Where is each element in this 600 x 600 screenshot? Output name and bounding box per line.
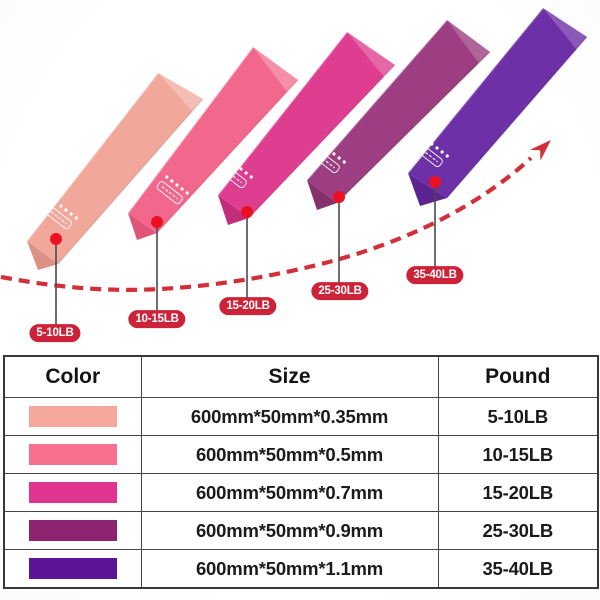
band-3 [217, 31, 396, 225]
band-2-edge-shadow [156, 79, 299, 234]
band-1 [26, 72, 204, 270]
pound-badge-1: 5-10LB [29, 324, 81, 342]
band-5-face [408, 8, 587, 198]
band-4-logo [313, 144, 346, 174]
color-swatch-4 [28, 520, 117, 541]
band-1-face [27, 73, 203, 264]
band-3-bottom-fold [218, 195, 249, 225]
spec-table: Color Size Pound 600mm*50mm*0.35mm 5-10L… [3, 355, 599, 589]
color-cell [3, 435, 142, 474]
size-cell: 600mm*50mm*1.1mm [140, 549, 439, 589]
band-3-edge-shadow [248, 64, 396, 219]
table-row: 600mm*50mm*0.35mm 5-10LB [3, 397, 599, 436]
band-1-edge-shadow [57, 98, 204, 265]
color-swatch-2 [28, 444, 117, 465]
marker-dot-5 [429, 176, 441, 188]
color-swatch-3 [28, 482, 117, 503]
pound-cell: 5-10LB [437, 397, 599, 436]
marker-dot-1 [50, 233, 62, 245]
size-cell: 600mm*50mm*0.9mm [140, 511, 439, 550]
color-cell [3, 397, 142, 436]
color-cell [3, 511, 142, 550]
band-2-face [128, 47, 298, 233]
pound-cell: 25-30LB [437, 511, 599, 550]
pound-badge-3: 15-20LB [219, 297, 277, 315]
band-4-top-fold [447, 20, 490, 65]
band-5-edge-shadow [446, 36, 588, 199]
table-row: 600mm*50mm*1.1mm 35-40LB [3, 549, 599, 589]
spec-table-header-row: Color Size Pound [3, 355, 599, 398]
size-cell: 600mm*50mm*0.35mm [140, 397, 439, 436]
band-2 [127, 46, 299, 240]
band-2-top-fold [253, 47, 298, 93]
band-5-bottom-fold [408, 173, 447, 206]
band-4-bottom-fold [307, 180, 337, 210]
table-row: 600mm*50mm*0.7mm 15-20LB [3, 473, 599, 512]
band-1-top-fold [158, 73, 203, 112]
bands-illustration: 5-10LB 10-15LB 15-20LB 25-30LB 35-40LB [0, 7, 588, 342]
band-3-top-fold [347, 32, 395, 78]
col-header-color: Color [3, 355, 142, 398]
pound-cell: 15-20LB [437, 473, 599, 512]
trend-arrowhead [530, 140, 551, 161]
col-header-pound: Pound [437, 355, 599, 398]
bands-illustration-canvas [0, 7, 588, 326]
band-5 [407, 7, 588, 206]
band-4-edge-shadow [336, 51, 491, 204]
color-cell [3, 549, 142, 589]
pound-badge-2: 10-15LB [128, 310, 186, 328]
color-swatch-5 [28, 558, 117, 579]
band-2-bottom-fold [128, 213, 157, 240]
pound-cell: 10-15LB [437, 435, 599, 474]
marker-dot-3 [241, 206, 253, 218]
band-4-edge-highlight [306, 19, 448, 181]
band-2-edge-highlight [127, 46, 254, 214]
table-row: 600mm*50mm*0.5mm 10-15LB [3, 435, 599, 474]
band-3-logo [220, 159, 253, 189]
color-swatch-1 [28, 406, 117, 427]
col-header-size: Size [140, 355, 439, 398]
band-5-edge-highlight [407, 7, 544, 174]
trend-arrow-curve [0, 156, 533, 292]
table-row: 600mm*50mm*0.9mm 25-30LB [3, 511, 599, 550]
marker-dot-4 [333, 191, 345, 203]
band-3-edge-highlight [217, 31, 348, 196]
marker-dot-2 [151, 216, 163, 228]
band-1-edge-highlight [26, 72, 159, 242]
band-1-logo [45, 200, 78, 230]
color-cell [3, 473, 142, 512]
band-5-top-fold [543, 8, 587, 50]
band-4 [306, 19, 491, 210]
band-3-face [218, 32, 395, 218]
band-1-bottom-fold [27, 241, 58, 270]
size-cell: 600mm*50mm*0.5mm [140, 435, 439, 474]
band-2-logo [156, 175, 189, 205]
size-cell: 600mm*50mm*0.7mm [140, 473, 439, 512]
band-5-logo [416, 138, 449, 168]
pound-badge-5: 35-40LB [406, 266, 464, 284]
pound-cell: 35-40LB [437, 549, 599, 589]
pound-badge-4: 25-30LB [311, 282, 369, 300]
band-4-face [307, 20, 490, 203]
